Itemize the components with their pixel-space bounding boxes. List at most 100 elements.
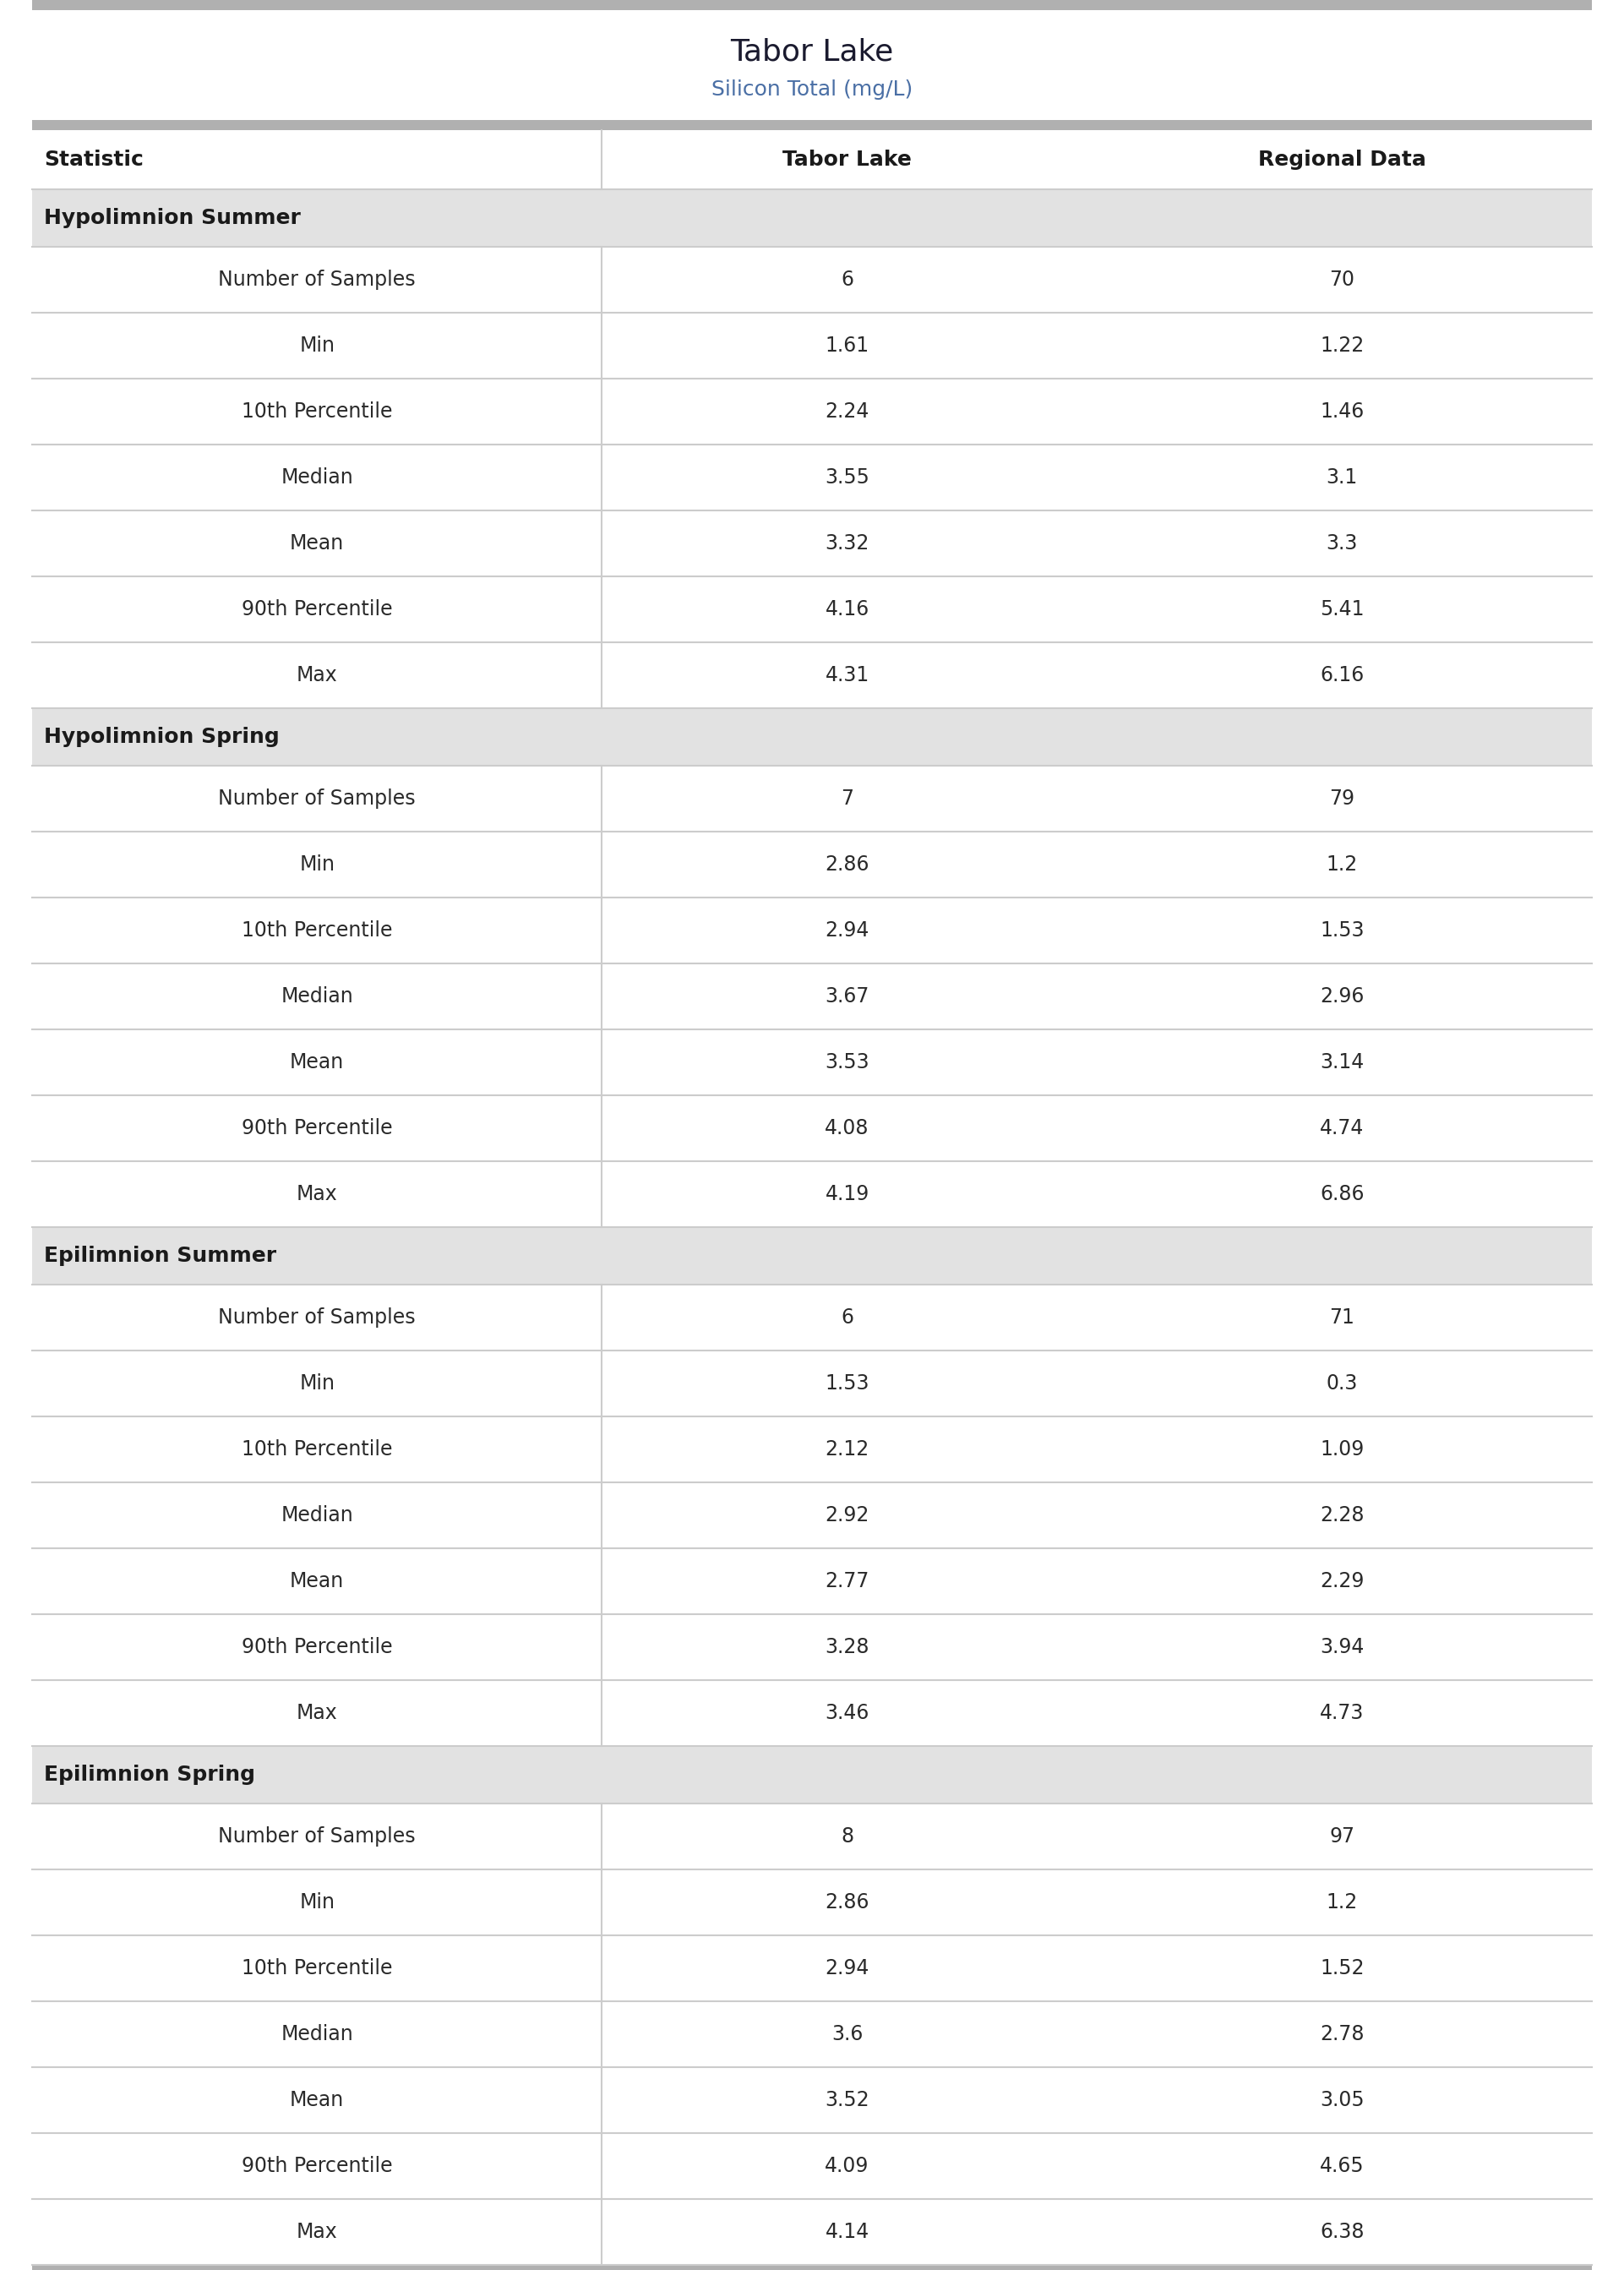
Text: 3.46: 3.46 (825, 1702, 869, 1723)
Text: Median: Median (281, 468, 354, 488)
Text: Max: Max (297, 1185, 338, 1205)
Bar (32, 1096, 1592, 1162)
Text: 79: 79 (1330, 788, 1354, 808)
Text: 10th Percentile: 10th Percentile (242, 1439, 393, 1460)
Text: 90th Percentile: 90th Percentile (242, 1119, 393, 1137)
Text: 3.67: 3.67 (825, 985, 869, 1006)
Text: 2.86: 2.86 (825, 1893, 869, 1914)
Bar (32, 1746, 1592, 1802)
Text: 97: 97 (1330, 1827, 1354, 1846)
Text: 3.3: 3.3 (1327, 533, 1358, 554)
Text: 7: 7 (841, 788, 854, 808)
Text: 2.24: 2.24 (825, 402, 869, 422)
Bar (32, 511, 1592, 577)
Bar (32, 577, 1592, 642)
Text: 2.12: 2.12 (825, 1439, 869, 1460)
Text: 1.61: 1.61 (825, 336, 869, 356)
Text: Median: Median (281, 2025, 354, 2045)
Bar (32, 188, 1592, 247)
Text: 3.05: 3.05 (1320, 2091, 1364, 2111)
Text: Hypolimnion Summer: Hypolimnion Summer (44, 209, 300, 229)
Text: Silicon Total (mg/L): Silicon Total (mg/L) (711, 79, 913, 100)
Bar (32, 1162, 1592, 1228)
Text: 1.2: 1.2 (1327, 854, 1358, 874)
Text: 8: 8 (841, 1827, 854, 1846)
Text: 70: 70 (1330, 270, 1354, 291)
Bar (32, 708, 1592, 765)
Text: Median: Median (281, 985, 354, 1006)
Bar (32, 831, 1592, 897)
Text: Number of Samples: Number of Samples (218, 270, 416, 291)
Text: 2.29: 2.29 (1320, 1571, 1364, 1591)
Bar (32, 2068, 1592, 2134)
Text: 3.14: 3.14 (1320, 1053, 1364, 1071)
Bar (32, 445, 1592, 511)
Text: Regional Data: Regional Data (1259, 150, 1426, 170)
Text: 3.6: 3.6 (831, 2025, 862, 2045)
Text: 2.86: 2.86 (825, 854, 869, 874)
Text: 1.46: 1.46 (1320, 402, 1364, 422)
Text: Mean: Mean (289, 533, 344, 554)
Text: 2.77: 2.77 (825, 1571, 869, 1591)
Text: Max: Max (297, 2222, 338, 2243)
Text: 10th Percentile: 10th Percentile (242, 402, 393, 422)
Text: 4.08: 4.08 (825, 1119, 869, 1137)
Text: 3.28: 3.28 (825, 1637, 869, 1657)
Text: 3.52: 3.52 (825, 2091, 869, 2111)
Bar (32, 1028, 1592, 1096)
Text: 6: 6 (841, 270, 854, 291)
Text: Median: Median (281, 1505, 354, 1525)
Bar (32, 247, 1592, 313)
Text: 2.92: 2.92 (825, 1505, 869, 1525)
Text: 90th Percentile: 90th Percentile (242, 2156, 393, 2177)
Text: Hypolimnion Spring: Hypolimnion Spring (44, 726, 279, 747)
Text: Number of Samples: Number of Samples (218, 1827, 416, 1846)
Bar (32, 1351, 1592, 1416)
Text: 1.52: 1.52 (1320, 1959, 1364, 1979)
Text: 3.94: 3.94 (1320, 1637, 1364, 1657)
Text: 2.78: 2.78 (1320, 2025, 1364, 2045)
Bar (32, 642, 1592, 708)
Text: 0.3: 0.3 (1327, 1373, 1358, 1394)
Text: Mean: Mean (289, 1053, 344, 1071)
Text: 2.94: 2.94 (825, 919, 869, 940)
Text: 5.41: 5.41 (1320, 599, 1364, 620)
Bar (32, 1680, 1592, 1746)
Bar (32, 897, 1592, 962)
Bar (32, 1548, 1592, 1614)
Text: 1.2: 1.2 (1327, 1893, 1358, 1914)
Text: 71: 71 (1330, 1308, 1354, 1328)
Text: 10th Percentile: 10th Percentile (242, 1959, 393, 1979)
Bar (32, 2134, 1592, 2200)
Text: Tabor Lake: Tabor Lake (783, 150, 911, 170)
Text: 3.32: 3.32 (825, 533, 869, 554)
Text: 4.14: 4.14 (825, 2222, 869, 2243)
Bar (32, 1285, 1592, 1351)
Text: 2.28: 2.28 (1320, 1505, 1364, 1525)
Text: 4.31: 4.31 (825, 665, 869, 686)
Text: 90th Percentile: 90th Percentile (242, 599, 393, 620)
Text: Max: Max (297, 665, 338, 686)
Bar (32, 2200, 1592, 2265)
Bar (32, 2265, 1592, 2270)
Text: 6: 6 (841, 1308, 854, 1328)
Text: Min: Min (299, 1893, 335, 1914)
Text: Epilimnion Spring: Epilimnion Spring (44, 1764, 255, 1784)
Text: 3.53: 3.53 (825, 1053, 869, 1071)
Bar (32, 1614, 1592, 1680)
Text: Statistic: Statistic (44, 150, 145, 170)
Bar (32, 120, 1592, 129)
Text: 90th Percentile: 90th Percentile (242, 1637, 393, 1657)
Text: 4.65: 4.65 (1320, 2156, 1364, 2177)
Text: 4.74: 4.74 (1320, 1119, 1364, 1137)
Text: Min: Min (299, 1373, 335, 1394)
Text: Epilimnion Summer: Epilimnion Summer (44, 1246, 276, 1267)
Bar (32, 1416, 1592, 1482)
Text: 1.22: 1.22 (1320, 336, 1364, 356)
Text: 4.16: 4.16 (825, 599, 869, 620)
Bar (32, 313, 1592, 379)
Bar (32, 1936, 1592, 2002)
Bar (32, 1228, 1592, 1285)
Text: 4.73: 4.73 (1320, 1702, 1364, 1723)
Bar (32, 0, 1592, 9)
